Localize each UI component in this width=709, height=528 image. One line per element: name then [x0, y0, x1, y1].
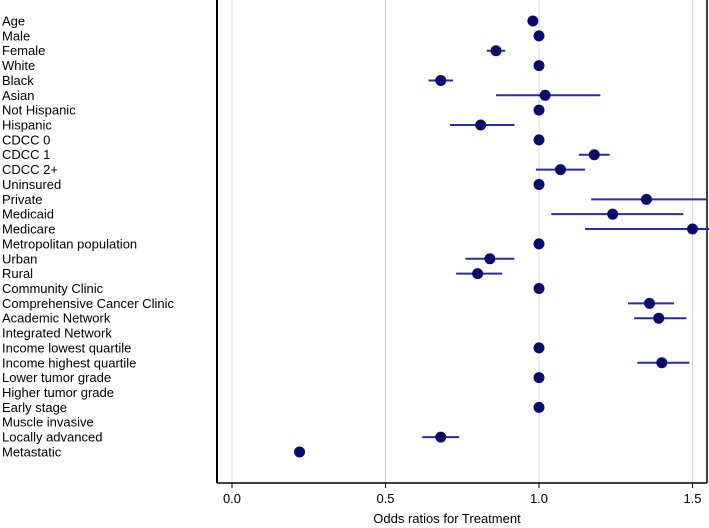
category-label: CDCC 1	[2, 147, 50, 162]
estimate-point	[435, 431, 447, 443]
estimate-point	[533, 372, 545, 384]
estimate-point	[533, 60, 545, 72]
estimate-point	[472, 268, 484, 280]
category-label: CDCC 2+	[2, 162, 58, 177]
category-label: Black	[2, 73, 34, 88]
estimate-point	[653, 312, 665, 324]
category-label: Rural	[2, 266, 33, 281]
estimate-point	[644, 297, 656, 309]
category-label: Age	[2, 14, 25, 29]
estimate-point	[554, 164, 566, 176]
estimate-point	[588, 149, 600, 161]
category-label: Academic Network	[2, 311, 111, 326]
category-label: White	[2, 58, 35, 73]
category-label: Integrated Network	[2, 326, 112, 341]
x-ticks: 0.00.51.01.52.02.53.0	[223, 483, 702, 506]
x-tick-label: 0.5	[376, 491, 394, 506]
category-label: Hispanic	[2, 118, 52, 133]
estimate-point	[533, 134, 545, 146]
category-label: Metastatic	[2, 444, 62, 459]
estimate-point	[533, 342, 545, 354]
category-label: Income highest quartile	[2, 355, 136, 370]
category-label: Metropolitan population	[2, 236, 137, 251]
estimate-point	[533, 238, 545, 250]
estimate-point	[527, 15, 539, 27]
estimate-point	[607, 208, 619, 220]
category-label: Community Clinic	[2, 281, 104, 296]
category-label: Uninsured	[2, 177, 61, 192]
category-label: Muscle invasive	[2, 415, 94, 430]
category-label: Income lowest quartile	[2, 340, 131, 355]
estimate-point	[533, 30, 545, 42]
estimate-point	[539, 89, 551, 101]
estimate-point	[294, 446, 306, 458]
estimate-point	[640, 193, 652, 205]
estimate-point	[484, 253, 496, 265]
category-label: Higher tumor grade	[2, 385, 114, 400]
estimate-point	[490, 45, 502, 57]
category-label: Female	[2, 43, 45, 58]
x-tick-label: 0.0	[223, 491, 241, 506]
category-label: Asian	[2, 88, 35, 103]
category-label: Locally advanced	[2, 430, 102, 445]
estimate-point	[656, 357, 668, 369]
x-tick-label: 1.0	[530, 491, 548, 506]
category-label: Urban	[2, 251, 37, 266]
data-marks	[294, 15, 709, 458]
category-label: Comprehensive Cancer Clinic	[2, 296, 174, 311]
estimate-point	[533, 282, 545, 294]
x-tick-label: 1.5	[683, 491, 701, 506]
estimate-point	[687, 223, 698, 235]
category-label: Private	[2, 192, 42, 207]
category-label: CDCC 0	[2, 132, 50, 147]
category-label: Medicare	[2, 222, 55, 237]
estimate-point	[475, 119, 487, 131]
estimate-point	[533, 104, 545, 116]
category-label: Early stage	[2, 400, 67, 415]
estimate-point	[533, 178, 545, 190]
estimate-point	[533, 401, 545, 413]
x-axis-title: Odds ratios for Treatment	[373, 511, 521, 526]
estimate-point	[435, 74, 447, 86]
category-label: Not Hispanic	[2, 103, 76, 118]
gridlines	[231, 0, 693, 483]
category-label: Medicaid	[2, 207, 54, 222]
category-label: Male	[2, 28, 30, 43]
category-label: Lower tumor grade	[2, 370, 111, 385]
